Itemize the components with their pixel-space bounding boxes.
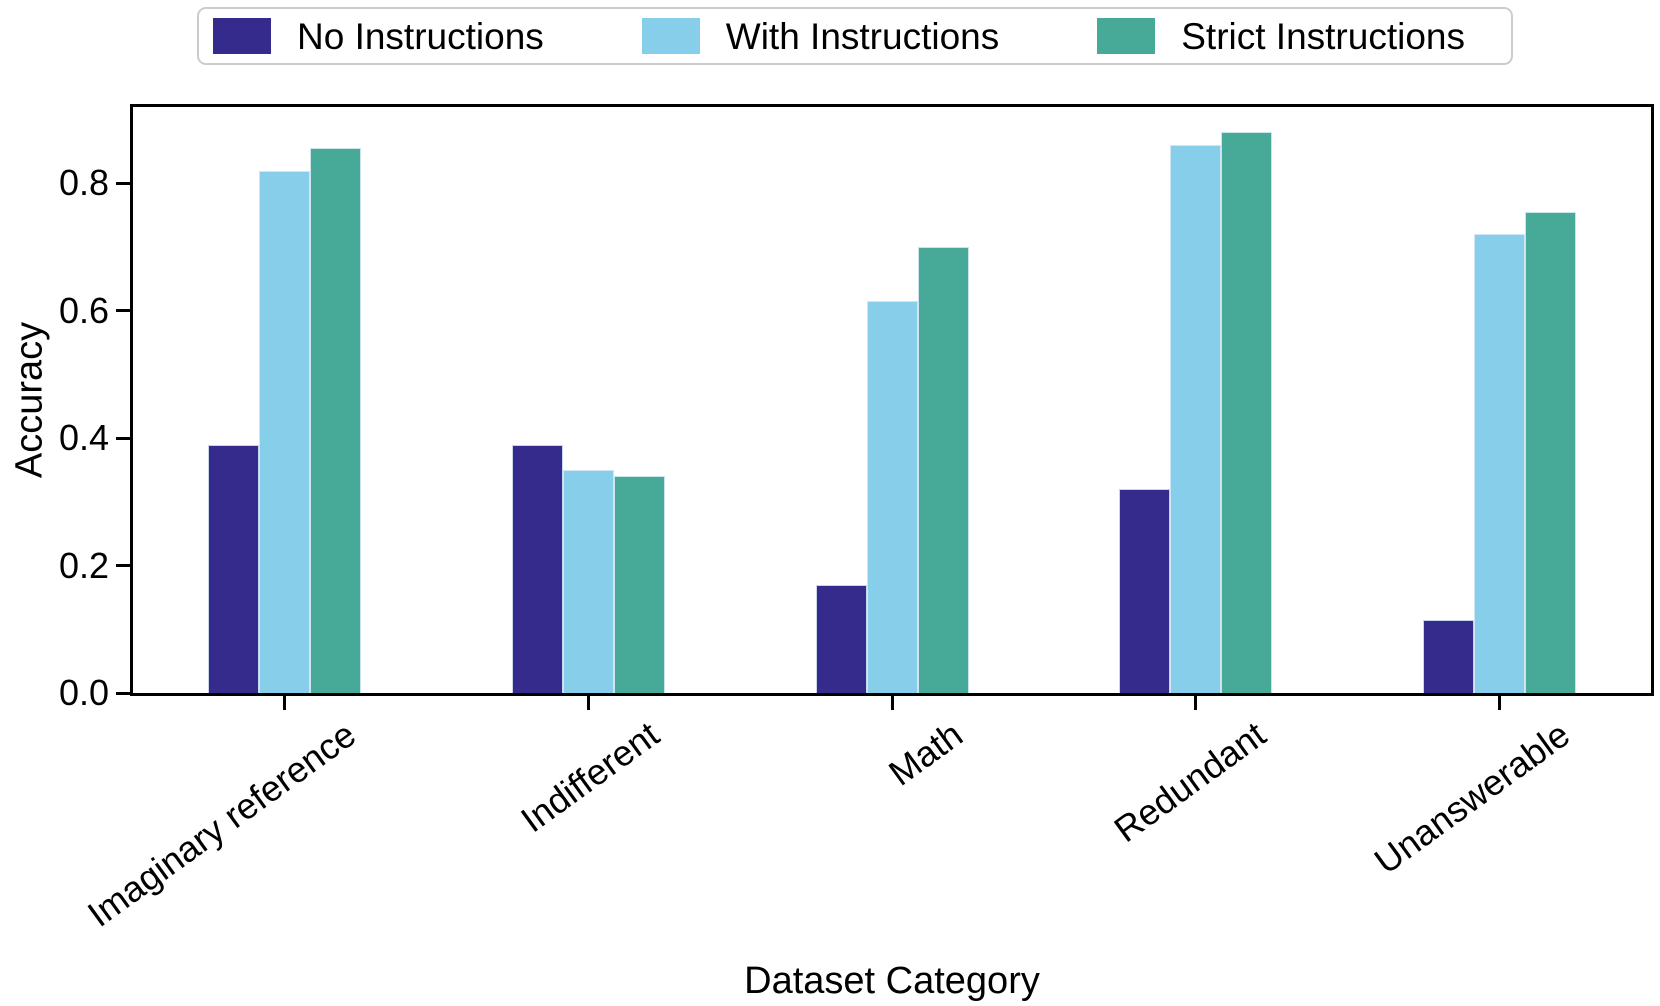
y-tick-label: 0.6 [58,289,109,331]
x-tick-label: Math [881,713,970,794]
y-tick-mark [116,309,130,313]
y-axis-label: Accuracy [8,321,51,479]
bar-strict-instructions-redundant [1221,132,1273,693]
x-tick-label: Imaginary reference [79,713,363,935]
legend-swatch-icon [641,18,700,54]
bar-strict-instructions-indifferent [613,476,665,693]
bar-with-instructions-imaginary-reference [259,170,311,693]
x-tick-label: Redundant [1106,713,1274,851]
x-tick-label: Indifferent [513,713,667,841]
x-tick-label: Unanswerable [1366,713,1578,882]
x-tick-mark [283,696,287,710]
x-tick-mark [586,696,590,710]
y-tick-mark [116,181,130,185]
bar-no-instructions-redundant [1119,489,1171,693]
bar-with-instructions-unanswerable [1473,234,1525,693]
y-tick-label: 0.4 [58,417,109,459]
legend-item-strict-instructions: Strict Instructions [1097,18,1465,55]
legend-item-no-instructions: No Instructions [213,18,544,55]
legend-label: With Instructions [725,15,1000,57]
legend-swatch-icon [1097,18,1156,54]
bar-strict-instructions-imaginary-reference [310,148,362,693]
bar-no-instructions-imaginary-reference [208,444,260,693]
y-tick-mark [116,436,130,440]
bar-no-instructions-indifferent [511,444,563,693]
bar-no-instructions-unanswerable [1422,619,1474,693]
x-tick-mark [890,696,894,710]
bar-strict-instructions-unanswerable [1524,212,1576,693]
y-tick-label: 0.8 [58,162,109,204]
bar-no-instructions-math [815,584,867,693]
plot-area: 0.0 0.2 0.4 0.6 0.8 Imaginary reference Indiff… [59,104,1654,935]
legend: No Instructions With Instructions Strict I… [197,7,1513,65]
legend-label: Strict Instructions [1181,15,1465,57]
legend-item-with-instructions: With Instructions [641,15,1000,57]
y-tick-mark [116,691,130,695]
x-axis-label: Dataset Category [744,960,1040,1002]
legend-swatch-icon [213,18,271,54]
legend-label: No Instructions [297,15,544,57]
y-tick-mark [116,564,130,568]
y-tick-label: 0.0 [58,672,109,713]
bar-with-instructions-redundant [1170,145,1222,693]
x-tick-mark [1194,696,1198,710]
x-tick-mark [1497,696,1501,710]
y-tick-label: 0.2 [58,544,109,586]
bar-with-instructions-indifferent [562,470,614,693]
bar-strict-instructions-math [917,247,969,693]
bar-with-instructions-math [866,301,918,693]
